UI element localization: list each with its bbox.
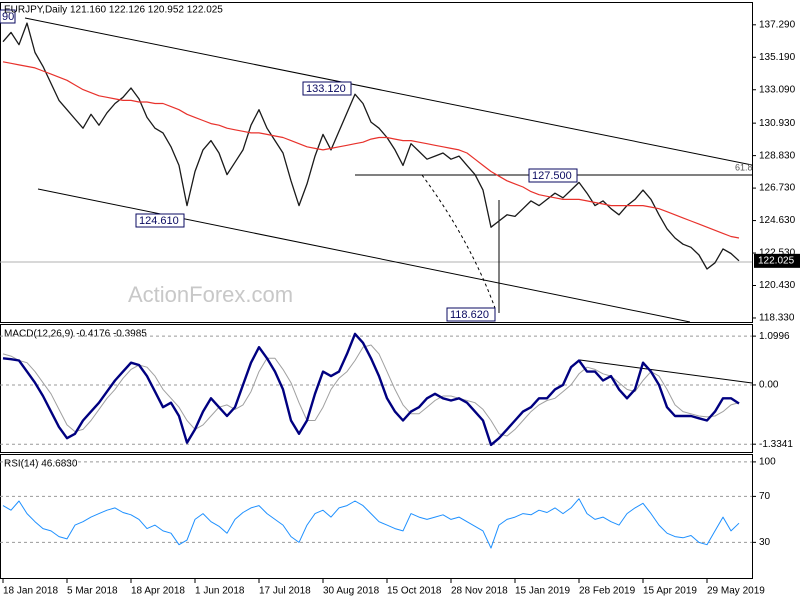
annotation-box: [0, 9, 16, 24]
x-tick-label: 15 Oct 2018: [387, 586, 442, 597]
projection-line: [421, 174, 496, 309]
series-line: [2, 22, 740, 270]
watermark: ActionForex.com: [128, 282, 293, 307]
annotation-box: [446, 307, 496, 322]
price-box: [754, 253, 800, 268]
y-tick-label: 100: [759, 457, 776, 468]
fib-label: 61.8: [735, 162, 753, 172]
macd-trendline: [579, 359, 753, 384]
y-tick-label: 135.190: [759, 52, 796, 63]
y-tick-label: 30: [759, 537, 771, 548]
y-tick-label: 137.290: [759, 19, 796, 30]
annotation-box: [135, 213, 185, 228]
annotation: 133.120: [306, 83, 346, 95]
y-tick-label: 1.0996: [759, 331, 790, 342]
y-tick-label: -1.3341: [759, 439, 793, 450]
y-tick-label: 122.530: [759, 248, 796, 259]
series-line: [2, 344, 740, 437]
annotation: 124.610: [139, 215, 179, 227]
x-tick-label: 18 Apr 2018: [131, 586, 185, 597]
x-tick-label: 15 Jan 2019: [515, 586, 570, 597]
y-tick-label: 130.930: [759, 118, 796, 129]
x-tick-label: 17 Jul 2018: [259, 586, 311, 597]
price-label: 122.025: [758, 255, 795, 266]
y-tick-label: 133.090: [759, 84, 796, 95]
panel-title: RSI(14) 46.6830: [4, 459, 78, 470]
annotation: 90: [2, 11, 14, 23]
y-tick-label: 120.430: [759, 280, 796, 291]
chart-title: EURJPY,Daily 121.160 122.126 120.952 122…: [4, 5, 223, 16]
x-tick-label: 18 Jan 2018: [3, 586, 58, 597]
x-tick-label: 29 May 2019: [707, 586, 765, 597]
channel-lower: [37, 188, 691, 323]
y-tick-label: 0.00: [759, 380, 779, 391]
channel-upper: [24, 17, 753, 166]
annotations: 133.120 124.610 127.500 118.620 90 61.8: [0, 9, 753, 322]
price-panel: [0, 2, 753, 323]
series-line: [2, 498, 740, 549]
y-tick-label: 126.730: [759, 183, 796, 194]
y-tick-label: 128.830: [759, 150, 796, 161]
macd-panel: [0, 324, 753, 453]
x-tick-label: 28 Nov 2018: [451, 586, 508, 597]
rsi-panel: [0, 454, 753, 579]
x-tick-label: 1 Jun 2018: [195, 586, 245, 597]
annotation-box: [528, 168, 578, 183]
x-tick-label: 30 Aug 2018: [323, 586, 380, 597]
annotation-box: [302, 81, 352, 96]
x-tick-label: 5 Mar 2018: [67, 586, 118, 597]
panel-title: MACD(12,26,9) -0.4176 -0.3985: [4, 329, 147, 340]
annotation: 127.500: [532, 170, 572, 182]
x-tick-label: 15 Apr 2019: [643, 586, 697, 597]
series-line: [2, 61, 740, 239]
series-line: [2, 332, 740, 447]
y-tick-label: 124.630: [759, 215, 796, 226]
x-tick-label: 28 Feb 2019: [579, 586, 636, 597]
annotation: 118.620: [450, 309, 489, 321]
y-tick-label: 118.330: [759, 313, 795, 324]
y-tick-label: 70: [759, 491, 771, 502]
